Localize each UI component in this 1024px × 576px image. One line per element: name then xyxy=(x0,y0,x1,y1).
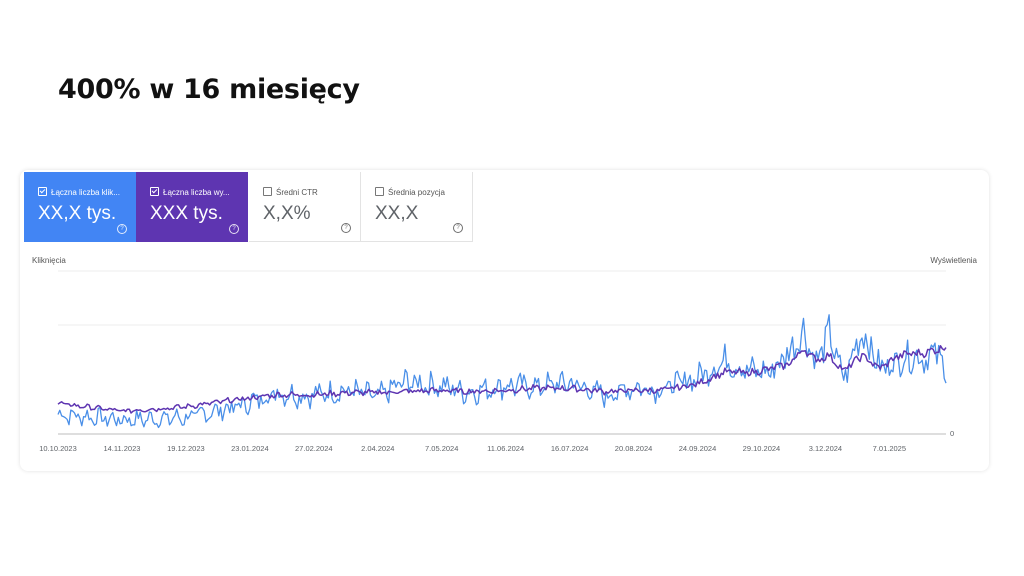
metric-label: Średni CTR xyxy=(276,188,318,197)
series-line-clicks xyxy=(57,314,947,429)
checkbox-checked-icon[interactable] xyxy=(38,187,47,196)
y-right-zero-label: 0 xyxy=(950,429,954,438)
x-tick-label: 7.05.2024 xyxy=(425,444,458,453)
x-tick-label: 20.08.2024 xyxy=(615,444,653,453)
y-axis-right-label: Wyświetlenia xyxy=(930,256,977,265)
help-icon[interactable]: ? xyxy=(229,224,239,234)
metric-label: Łączna liczba klik... xyxy=(51,188,120,197)
x-tick-label: 19.12.2023 xyxy=(167,444,205,453)
x-tick-label: 14.11.2023 xyxy=(103,444,140,453)
help-icon[interactable]: ? xyxy=(341,223,351,233)
x-tick-label: 7.01.2025 xyxy=(873,444,906,453)
checkbox-checked-icon[interactable] xyxy=(150,187,159,196)
metric-label: Średnia pozycja xyxy=(388,188,445,197)
metric-value: XX,X xyxy=(375,203,419,224)
x-tick-label: 24.09.2024 xyxy=(679,444,717,453)
metric-value: XXX tys. xyxy=(150,203,223,224)
slide-title: 400% w 16 miesięcy xyxy=(58,74,360,105)
metric-value: XX,X tys. xyxy=(38,203,117,224)
x-tick-label: 23.01.2024 xyxy=(231,444,269,453)
metric-card-clicks[interactable]: Łączna liczba klik... XX,X tys. ? xyxy=(24,172,136,242)
metric-header: Średni CTR xyxy=(263,187,318,197)
help-icon[interactable]: ? xyxy=(453,223,463,233)
series-line-impressions xyxy=(57,345,947,414)
x-tick-label: 10.10.2023 xyxy=(39,444,77,453)
metric-header: Łączna liczba wy... xyxy=(150,187,230,197)
x-tick-label: 27.02.2024 xyxy=(295,444,333,453)
line-chart: 10.10.2023 14.11.2023 19.12.2023 23.01.2024… xyxy=(39,270,954,453)
x-tick-label: 2.04.2024 xyxy=(361,444,394,453)
metric-header: Łączna liczba klik... xyxy=(38,187,120,197)
metric-value: X,X% xyxy=(263,203,311,224)
help-icon[interactable]: ? xyxy=(117,224,127,234)
metric-card-position[interactable]: Średnia pozycja XX,X ? xyxy=(361,172,473,242)
y-axis-left-label: Kliknięcia xyxy=(32,256,66,265)
metric-header: Średnia pozycja xyxy=(375,187,445,197)
x-tick-label: 3.12.2024 xyxy=(809,444,842,453)
metric-card-impressions[interactable]: Łączna liczba wy... XXX tys. ? xyxy=(136,172,248,242)
metric-card-ctr[interactable]: Średni CTR X,X% ? xyxy=(249,172,361,242)
metric-label: Łączna liczba wy... xyxy=(163,188,230,197)
x-tick-label: 16.07.2024 xyxy=(551,444,589,453)
x-tick-label: 11.06.2024 xyxy=(487,444,524,453)
checkbox-unchecked-icon[interactable] xyxy=(375,187,384,196)
checkbox-unchecked-icon[interactable] xyxy=(263,187,272,196)
performance-card: Łączna liczba klik... XX,X tys. ? Łączna… xyxy=(20,170,989,471)
x-tick-label: 29.10.2024 xyxy=(743,444,781,453)
